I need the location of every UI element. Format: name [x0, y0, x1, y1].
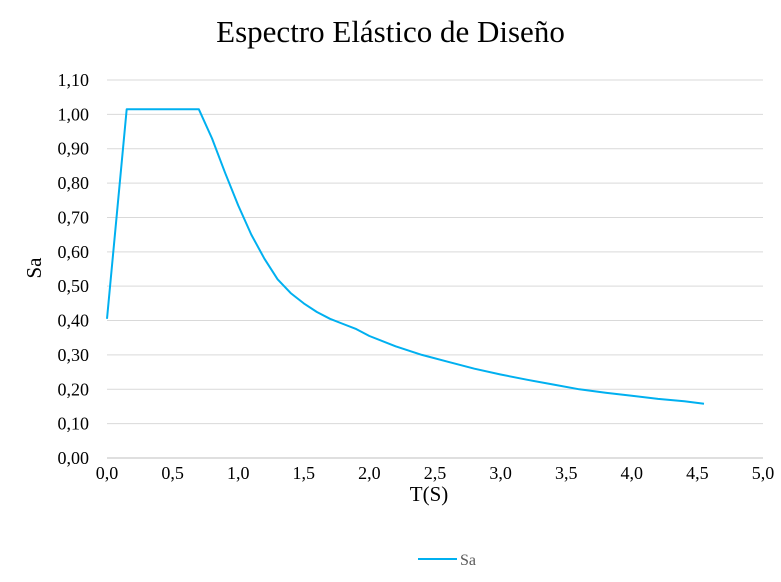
- y-tick-label: 0,20: [58, 379, 90, 399]
- x-tick-label: 2,5: [424, 463, 447, 483]
- x-tick-label: 4,0: [621, 463, 644, 483]
- y-tick-label: 1,10: [58, 70, 90, 90]
- x-tick-label: 1,0: [227, 463, 250, 483]
- x-tick-label: 0,0: [96, 463, 119, 483]
- x-tick-label: 1,5: [293, 463, 316, 483]
- y-tick-label: 0,80: [58, 173, 90, 193]
- x-tick-labels: 0,0 0,5 1,0 1,5 2,0 2,5 3,0 3,5 4,0 4,5 5,0: [96, 463, 775, 483]
- x-tick-label: 5,0: [752, 463, 775, 483]
- x-axis-label: T(S): [410, 482, 449, 506]
- x-tick-label: 4,5: [686, 463, 709, 483]
- y-axis-label: Sa: [22, 257, 46, 279]
- gridlines: [107, 79, 763, 459]
- y-tick-label: 0,10: [58, 414, 90, 434]
- y-tick-label: 0,40: [58, 311, 90, 331]
- y-tick-label: 0,70: [58, 207, 90, 227]
- y-tick-label: 0,90: [58, 139, 90, 159]
- legend: Sa: [418, 552, 476, 569]
- chart-title: Espectro Elástico de Diseño: [216, 14, 565, 49]
- x-tick-label: 2,0: [358, 463, 381, 483]
- y-tick-label: 1,00: [58, 104, 90, 124]
- y-tick-labels: 0,00 0,10 0,20 0,30 0,40 0,50 0,60 0,70 0,80 0,90…: [58, 70, 90, 468]
- y-tick-label: 0,30: [58, 345, 90, 365]
- y-tick-label: 0,00: [58, 448, 90, 468]
- legend-label-sa: Sa: [460, 552, 476, 569]
- x-tick-label: 3,0: [489, 463, 512, 483]
- series-line-sa: [106, 108, 705, 405]
- y-tick-label: 0,60: [58, 242, 90, 262]
- x-tick-label: 3,5: [555, 463, 578, 483]
- x-tick-label: 0,5: [161, 463, 184, 483]
- y-tick-label: 0,50: [58, 276, 90, 296]
- series-group: [106, 108, 705, 405]
